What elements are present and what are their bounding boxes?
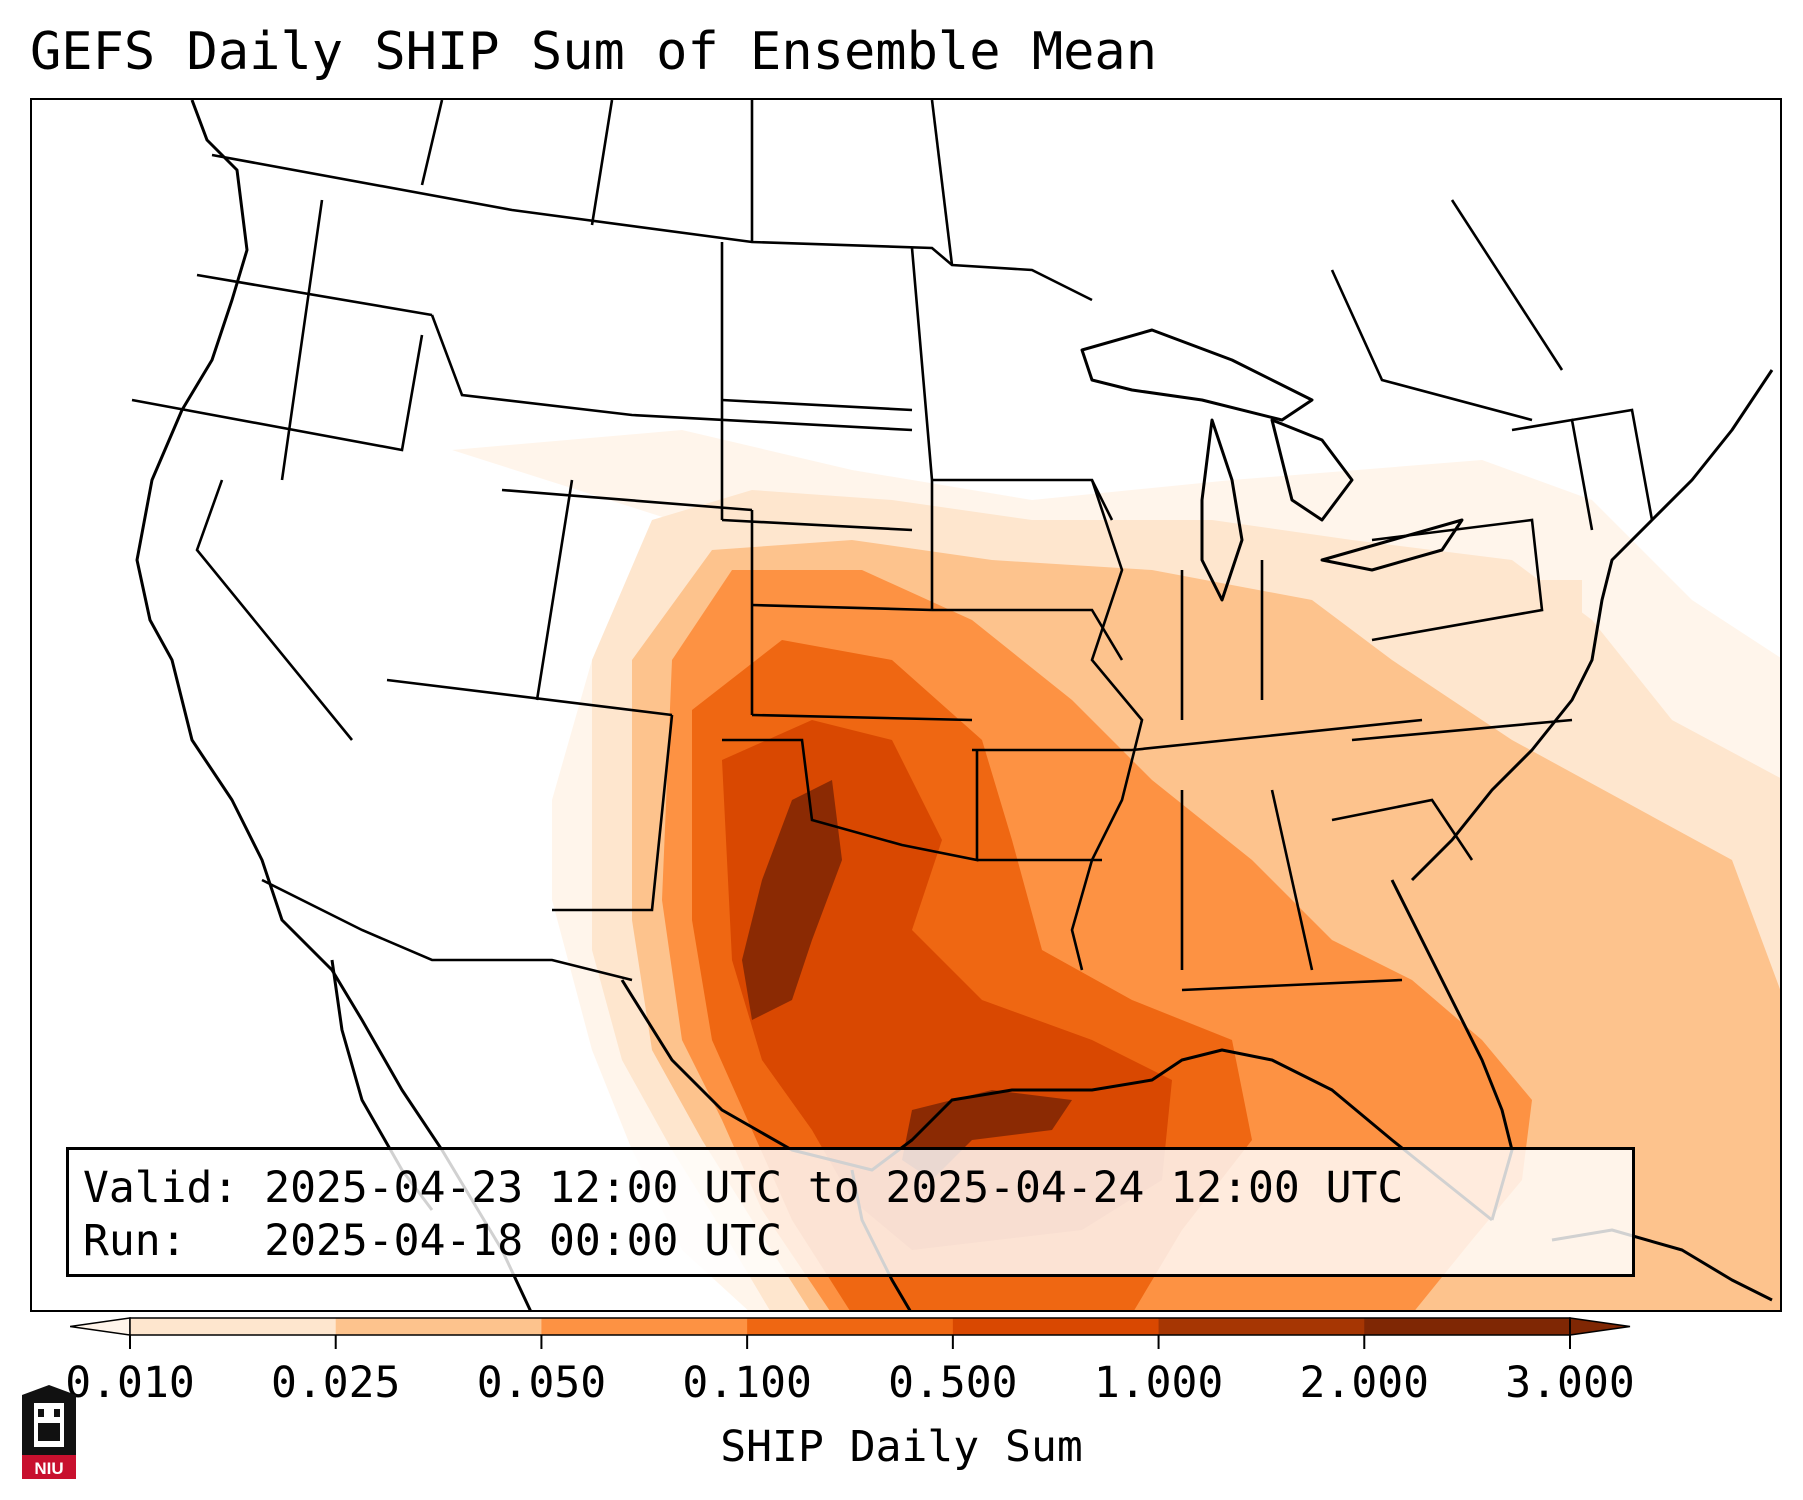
west-coast-line <box>135 100 532 1310</box>
logo-text: NIU <box>34 1459 63 1478</box>
map-panel <box>30 98 1782 1312</box>
colorbar-segment <box>1364 1318 1571 1335</box>
shade-level-max <box>742 780 842 1020</box>
border-nc-va <box>1351 718 1573 742</box>
border-nc-sc <box>1331 798 1474 861</box>
colorbar-tick-label: 2.000 <box>1299 1358 1430 1408</box>
border-or-ca-nv <box>131 334 424 452</box>
border-saskatchewan <box>590 100 614 226</box>
border-ga-fl <box>1181 978 1403 992</box>
border-canada-east <box>1330 269 1533 422</box>
run-label: Run: <box>83 1216 187 1266</box>
colorbar-extend-low <box>70 1317 131 1336</box>
border-ut-az <box>386 678 673 717</box>
great-lakes-superior <box>1080 328 1314 422</box>
valid-value: 2025-04-23 12:00 UTC to 2025-04-24 12:00… <box>264 1163 1404 1213</box>
colorbar-segment <box>541 1318 748 1335</box>
great-lakes-michigan <box>1200 418 1244 602</box>
border-mexico-us <box>261 878 633 982</box>
colorbar-outline <box>129 1317 1571 1336</box>
colorbar-segment <box>1158 1318 1365 1335</box>
colorbar-segment <box>747 1318 954 1335</box>
east-coast-line <box>1410 369 1774 882</box>
border-ok-tx <box>722 738 979 862</box>
valid-run-info-box: Valid: 2025-04-23 12:00 UTC to 2025-04-2… <box>66 1147 1635 1277</box>
border-mo-ia <box>932 608 1124 661</box>
colorbar-segment <box>335 1318 542 1335</box>
gulf-coast-line <box>620 979 1493 1222</box>
great-lakes-erie <box>1320 518 1464 572</box>
border-pa <box>1371 518 1544 642</box>
colorbar-segment <box>952 1318 1160 1335</box>
ship-shading <box>452 430 1780 1310</box>
colorbar-title: SHIP Daily Sum <box>720 1422 1083 1472</box>
colorbar-tick-label: 0.100 <box>682 1358 812 1408</box>
border-nm-tx <box>552 714 674 912</box>
border-ontario <box>930 100 954 266</box>
great-lakes-huron <box>1270 418 1354 522</box>
colorbar-tick-label: 3.000 <box>1505 1358 1635 1408</box>
shade-level-light-ne <box>1412 580 1582 670</box>
state-boundaries <box>131 100 1654 992</box>
run-value: 2025-04-18 00:00 UTC <box>264 1216 782 1266</box>
border-co-nm <box>535 479 574 701</box>
border-montana-south <box>430 314 913 432</box>
colorbar-tick-label: 0.010 <box>65 1358 195 1408</box>
colorbar-extend-high <box>1569 1317 1631 1336</box>
niu-logo: NIU <box>22 1385 76 1479</box>
colorbar-tick-label: 0.050 <box>476 1358 607 1408</box>
border-ne-ks <box>751 603 933 612</box>
colorbar <box>70 1317 1631 1349</box>
forecast-map <box>131 100 1780 1310</box>
border-quebec <box>1450 199 1564 371</box>
us-canada-border <box>211 153 1093 302</box>
colorbar-ticks <box>129 1335 1571 1349</box>
border-alberta <box>420 100 444 186</box>
map-title: GEFS Daily SHIP Sum of Ensemble Mean <box>30 22 1158 82</box>
colorbar-segments <box>70 1317 1631 1336</box>
border-ne-states <box>1571 408 1654 521</box>
border-idaho <box>280 199 324 481</box>
border-nd-sd <box>721 398 913 412</box>
border-al-ga <box>1270 789 1314 971</box>
border-sd-ne <box>721 518 913 532</box>
border-nv-ca <box>195 479 354 741</box>
border-wa-or <box>196 273 433 317</box>
border-ks-ok <box>751 713 973 722</box>
border-tn-ky <box>1131 718 1423 752</box>
colorbar-segment <box>130 1318 337 1335</box>
colorbar-tick-label: 0.500 <box>888 1358 1018 1408</box>
border-wy-co <box>501 488 753 512</box>
valid-label: Valid: <box>83 1163 239 1213</box>
colorbar-tick-label: 0.025 <box>270 1358 401 1408</box>
colorbar-tick-label: 1.000 <box>1093 1358 1224 1408</box>
border-mississippi-river <box>1070 479 1144 971</box>
